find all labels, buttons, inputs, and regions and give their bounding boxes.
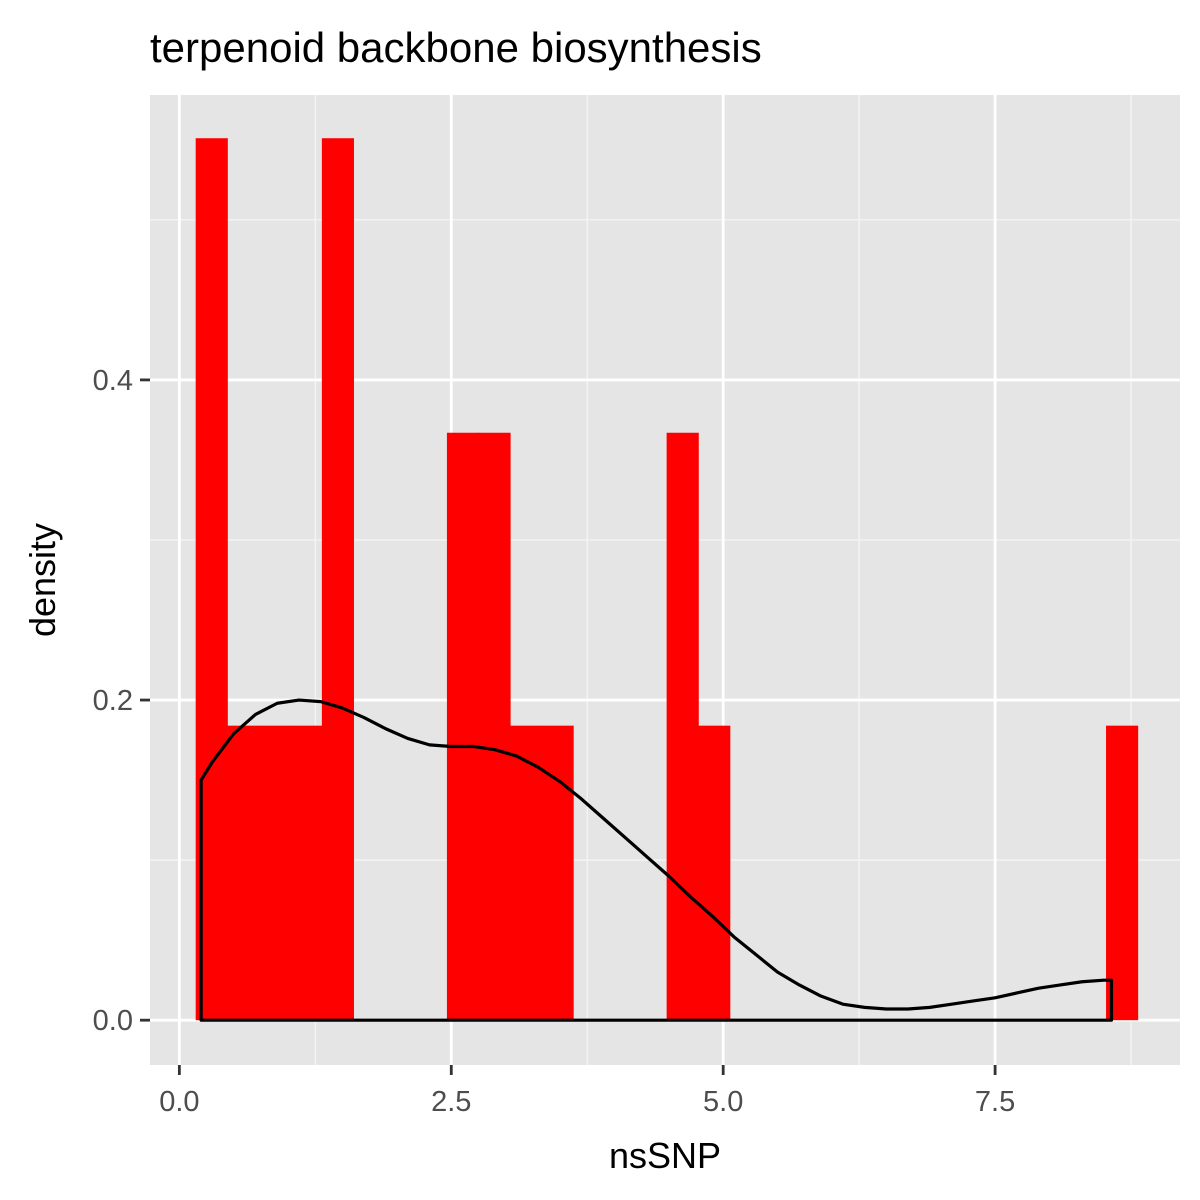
x-tick-label: 0.0 (159, 1086, 199, 1118)
minor-gridlines (150, 95, 1180, 1065)
x-tick-label: 2.5 (431, 1086, 471, 1118)
histogram-bar (510, 725, 543, 1021)
histogram-bar (321, 138, 354, 1021)
x-tick-label: 5.0 (703, 1086, 743, 1118)
histogram-bar (541, 725, 574, 1021)
y-tick-label: 0.4 (93, 365, 133, 397)
density-curve (199, 698, 1114, 1022)
histogram-bar (698, 725, 731, 1021)
histogram-bars (195, 138, 1139, 1021)
x-axis-label: nsSNP (609, 1135, 721, 1176)
histogram-bar (1106, 725, 1139, 1021)
y-axis: 0.0 0.2 0.4 (93, 365, 150, 1037)
y-axis-label: density (22, 523, 63, 637)
x-tick-label: 7.5 (975, 1086, 1015, 1118)
chart-title: terpenoid backbone biosynthesis (150, 24, 762, 71)
histogram-bar (227, 725, 260, 1021)
histogram-bar (290, 725, 323, 1021)
x-axis: 0.0 2.5 5.0 7.5 (159, 1065, 1015, 1118)
histogram-bar (666, 432, 699, 1021)
y-tick-label: 0.2 (93, 685, 133, 717)
histogram-bar (258, 725, 291, 1021)
density-curve-group (199, 698, 1114, 1022)
histogram-bar (478, 432, 511, 1021)
y-tick-label: 0.0 (93, 1005, 133, 1037)
histogram-bar (446, 432, 480, 1021)
